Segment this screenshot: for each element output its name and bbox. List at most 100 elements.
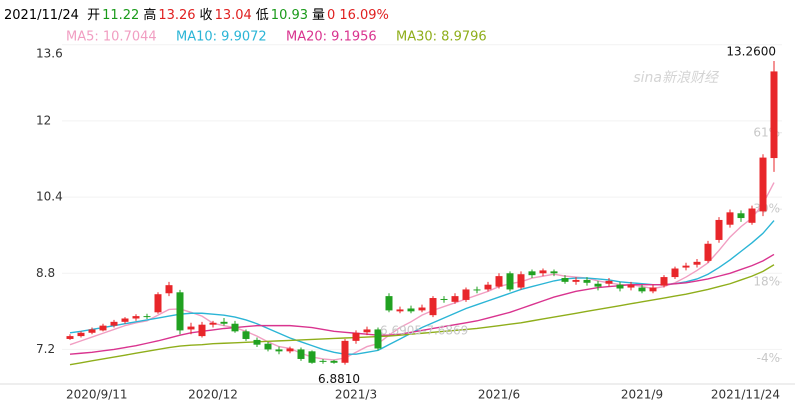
candle-body [462,289,470,300]
candle-body [737,213,745,219]
legend-entry: MA10: 9.9072 [176,30,267,45]
candle-body [627,284,635,288]
quote-label: 低 [255,8,269,23]
candle-body [187,326,195,330]
quote-value: 13.26 [158,8,196,23]
candle-body [154,294,162,313]
candle-body [132,316,140,319]
candle-body [319,360,327,362]
y-tick-label: 8.8 [36,266,55,280]
y2-tick-label: 18% [753,275,780,289]
candle-body [506,273,514,290]
y-tick-label: 7.2 [36,342,55,356]
x-tick-label: 2021/3 [335,388,377,402]
candle-body [275,349,283,352]
candle-body [594,283,602,287]
candle-body [517,274,525,288]
quote-label: 收 [199,8,213,23]
x-tick-label: 2021/9 [621,388,663,402]
candle-body [253,339,261,345]
quote-label: 量 [312,8,326,23]
candle-body [110,321,118,326]
range-annotation: 6.6905-7.6869 [380,324,468,338]
candle-body [385,296,393,311]
min-annotation: 6.8810 [318,372,360,386]
quote-label: 高 [143,8,157,23]
candle-body [77,332,85,337]
candle-body [583,279,591,283]
quote-date: 2021/11/24 [4,8,79,23]
legend-entry: MA20: 9.1956 [286,30,377,45]
candle-body [605,280,613,284]
ma-line [69,182,775,361]
candle-body [363,329,371,333]
candle-body [671,268,679,278]
quote-label: 开 [87,8,101,23]
y2-tick-label: 39% [753,202,780,216]
legend-entry: MA30: 8.9796 [396,30,487,45]
watermark: sina新浪财经 [633,70,720,86]
y2-tick-label: -4% [757,351,780,365]
candle-body [759,157,767,212]
candle-body [451,296,459,302]
candle-body [396,309,404,312]
candle-body [704,243,712,261]
candle-body [165,285,173,294]
candle-body [209,322,217,325]
y-tick-label: 10.4 [36,190,63,204]
candle-body [407,308,415,312]
candle-body [418,307,426,311]
candle-body [99,325,107,331]
candle-body [726,212,734,225]
candle-body [539,270,547,274]
candle-body [528,271,536,276]
quote-value: 13.04 [214,8,252,23]
candle-body [473,289,481,291]
candle-body [352,332,360,341]
x-tick-label: 2021/11/24 [711,388,780,402]
max-annotation: 13.2600 [726,44,776,58]
candle-body [550,271,558,274]
candle-body [220,321,228,324]
candle-body [429,298,437,316]
candle-body [308,351,316,363]
candle-body [176,292,184,331]
candle-body [440,298,448,300]
quote-value: 10.93 [270,8,309,23]
x-tick-label: 2020/9/11 [66,388,128,402]
candle-body [264,343,272,350]
candle-body [330,360,338,363]
candle-body [484,284,492,290]
quote-value: 16.09% [339,8,389,23]
candle-body [561,278,569,282]
legend-entry: MA5: 10.7044 [66,30,157,45]
ma-line [69,264,775,366]
x-tick-label: 2021/6 [478,388,520,402]
candle-body [682,265,690,268]
y-tick-label: 12 [36,113,51,127]
quote-value: 11.22 [102,8,140,23]
candle-body [88,329,96,333]
candle-body [572,279,580,282]
candle-body [693,261,701,265]
candle-body [198,324,206,337]
candle-body [297,349,305,359]
candle-body [286,348,294,352]
quote-value: 0 [327,8,336,23]
y-tick-label: 13.6 [36,47,63,61]
quote-header: 2021/11/24 开 11.22 高 13.26 收 13.04 低 10.93 量 0 16.… [4,4,393,23]
candle-body [638,287,646,292]
candle-body [649,287,657,292]
candle-body [770,71,778,159]
x-tick-label: 2020/12 [188,388,238,402]
candle-body [715,219,723,240]
candle-body [748,208,756,223]
candle-body [616,284,624,289]
ma-line [69,253,775,355]
candle-body [341,340,349,363]
candle-body [242,331,250,339]
candle-body [374,329,382,349]
candle-body [143,316,151,318]
